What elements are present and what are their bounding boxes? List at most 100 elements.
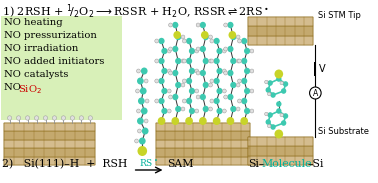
Circle shape — [283, 81, 288, 87]
Circle shape — [217, 88, 223, 94]
Circle shape — [237, 59, 241, 63]
Circle shape — [167, 49, 171, 53]
Circle shape — [283, 113, 288, 119]
Circle shape — [214, 38, 220, 44]
Circle shape — [203, 58, 209, 64]
Circle shape — [174, 31, 181, 39]
Circle shape — [310, 87, 321, 99]
Circle shape — [172, 22, 178, 28]
Circle shape — [226, 117, 234, 125]
Circle shape — [214, 78, 220, 84]
Text: SAM: SAM — [167, 159, 194, 169]
Circle shape — [195, 89, 199, 93]
Circle shape — [195, 109, 199, 113]
Circle shape — [265, 112, 268, 116]
Circle shape — [167, 89, 171, 93]
Circle shape — [136, 69, 140, 73]
Circle shape — [268, 80, 273, 86]
Circle shape — [203, 106, 209, 112]
Circle shape — [158, 98, 164, 104]
Circle shape — [244, 48, 250, 54]
Circle shape — [230, 82, 236, 88]
Circle shape — [268, 124, 271, 128]
Circle shape — [203, 34, 209, 40]
Circle shape — [281, 120, 286, 126]
Circle shape — [214, 58, 220, 64]
Circle shape — [189, 68, 195, 74]
Circle shape — [237, 99, 241, 103]
Circle shape — [270, 92, 276, 98]
Text: NO pressurization: NO pressurization — [4, 31, 97, 40]
Circle shape — [209, 107, 212, 111]
Circle shape — [196, 71, 200, 75]
Circle shape — [136, 89, 139, 93]
Circle shape — [230, 106, 236, 112]
Circle shape — [196, 47, 200, 51]
Circle shape — [217, 48, 223, 54]
Text: 2)   Si(111)–H  +  RSH: 2) Si(111)–H + RSH — [2, 159, 127, 169]
Circle shape — [182, 99, 186, 103]
Bar — [248, 36, 313, 45]
Circle shape — [276, 76, 282, 82]
Text: Molecule: Molecule — [262, 159, 312, 169]
Circle shape — [222, 49, 226, 53]
Circle shape — [141, 68, 147, 74]
Circle shape — [53, 116, 57, 120]
Circle shape — [250, 49, 254, 53]
Circle shape — [145, 99, 149, 103]
Circle shape — [186, 78, 192, 84]
Circle shape — [281, 88, 286, 94]
Bar — [156, 131, 250, 140]
Circle shape — [139, 137, 146, 145]
Circle shape — [195, 49, 199, 53]
Circle shape — [25, 116, 30, 120]
Circle shape — [137, 77, 144, 85]
Circle shape — [241, 78, 247, 84]
Bar — [248, 26, 313, 36]
Circle shape — [237, 39, 241, 43]
Circle shape — [276, 108, 282, 114]
Circle shape — [136, 109, 140, 113]
Circle shape — [155, 59, 159, 63]
Circle shape — [189, 48, 195, 54]
Circle shape — [274, 130, 283, 139]
Circle shape — [268, 92, 271, 96]
Circle shape — [175, 34, 181, 40]
Circle shape — [155, 79, 159, 83]
Circle shape — [201, 31, 209, 39]
Circle shape — [195, 69, 199, 73]
Text: NO added initiators: NO added initiators — [4, 57, 104, 66]
Circle shape — [186, 98, 192, 104]
Circle shape — [213, 117, 220, 125]
Circle shape — [280, 81, 284, 85]
Circle shape — [210, 39, 214, 43]
Circle shape — [209, 35, 212, 39]
Circle shape — [250, 109, 254, 113]
Circle shape — [230, 34, 236, 40]
Circle shape — [155, 39, 159, 43]
Circle shape — [172, 94, 178, 100]
Circle shape — [186, 58, 192, 64]
Circle shape — [135, 139, 138, 143]
Circle shape — [181, 83, 185, 87]
Circle shape — [200, 46, 206, 52]
Bar — [156, 157, 250, 165]
Bar — [156, 123, 250, 165]
Circle shape — [181, 59, 185, 63]
Circle shape — [167, 109, 171, 113]
Circle shape — [88, 116, 93, 120]
Text: SiO$_2$: SiO$_2$ — [18, 83, 42, 96]
Circle shape — [158, 78, 164, 84]
Circle shape — [17, 116, 21, 120]
Circle shape — [230, 58, 236, 64]
Circle shape — [229, 31, 236, 39]
Circle shape — [144, 119, 148, 123]
Circle shape — [237, 79, 241, 83]
Circle shape — [161, 48, 167, 54]
Circle shape — [217, 68, 223, 74]
Circle shape — [199, 117, 207, 125]
Circle shape — [137, 117, 144, 124]
Circle shape — [189, 108, 195, 114]
Circle shape — [250, 89, 254, 93]
Circle shape — [169, 47, 172, 51]
